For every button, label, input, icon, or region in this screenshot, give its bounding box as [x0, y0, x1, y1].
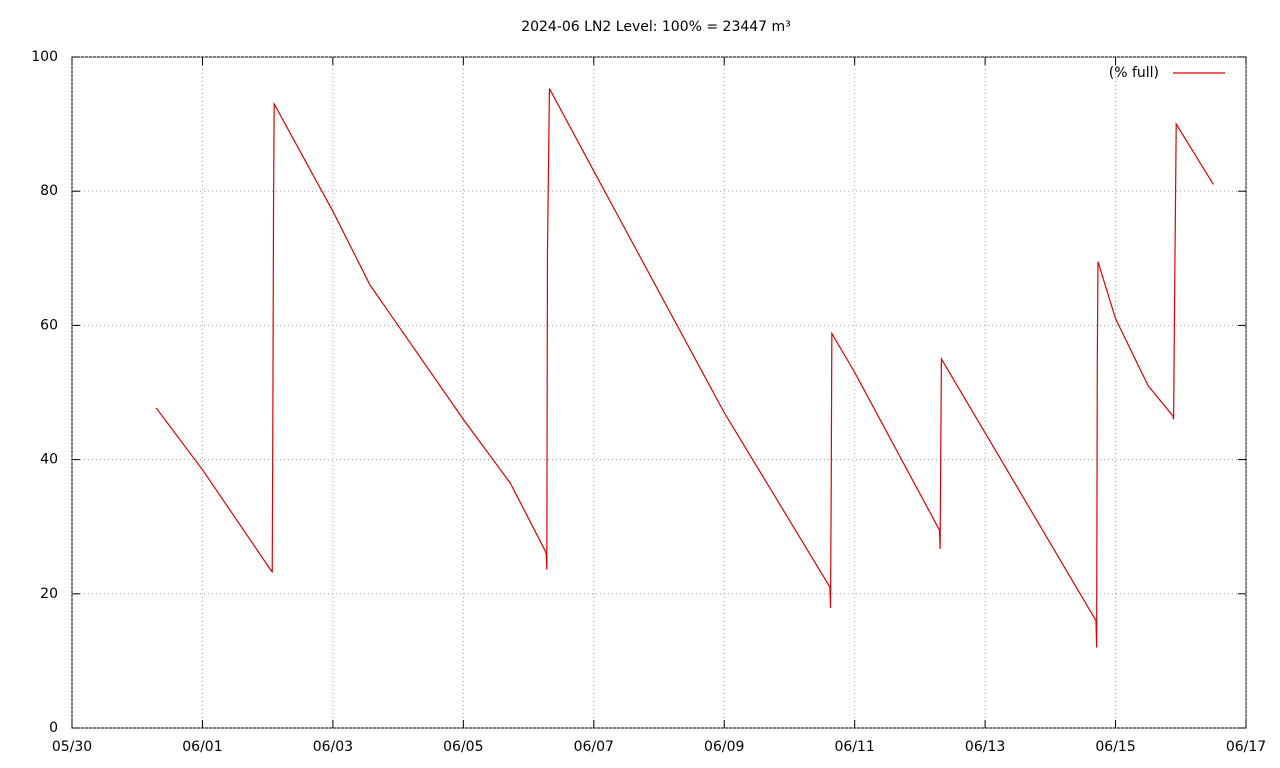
x-tick-label: 06/03 — [313, 739, 353, 755]
data-line — [155, 88, 1214, 648]
chart-title: 2024-06 LN2 Level: 100% = 23447 m³ — [521, 19, 791, 35]
plot-frame — [71, 56, 1247, 729]
y-tick-label: 40 — [40, 452, 58, 468]
x-tick-label: 05/30 — [52, 739, 92, 755]
x-tick-label: 06/09 — [704, 739, 744, 755]
x-tick-label: 06/15 — [1095, 739, 1135, 755]
y-tick-label: 100 — [31, 49, 58, 65]
legend-label: (% full) — [1109, 65, 1159, 81]
y-tick-label: 0 — [49, 720, 58, 736]
x-tick-label: 06/05 — [443, 739, 483, 755]
y-tick-label: 20 — [40, 586, 58, 602]
x-tick-label: 06/07 — [574, 739, 614, 755]
x-tick-label: 06/17 — [1226, 739, 1266, 755]
y-tick-label: 60 — [40, 317, 58, 333]
y-tick-label: 80 — [40, 183, 58, 199]
x-tick-label: 06/13 — [965, 739, 1005, 755]
x-tick-label: 06/11 — [834, 739, 874, 755]
x-tick-label: 06/01 — [182, 739, 222, 755]
